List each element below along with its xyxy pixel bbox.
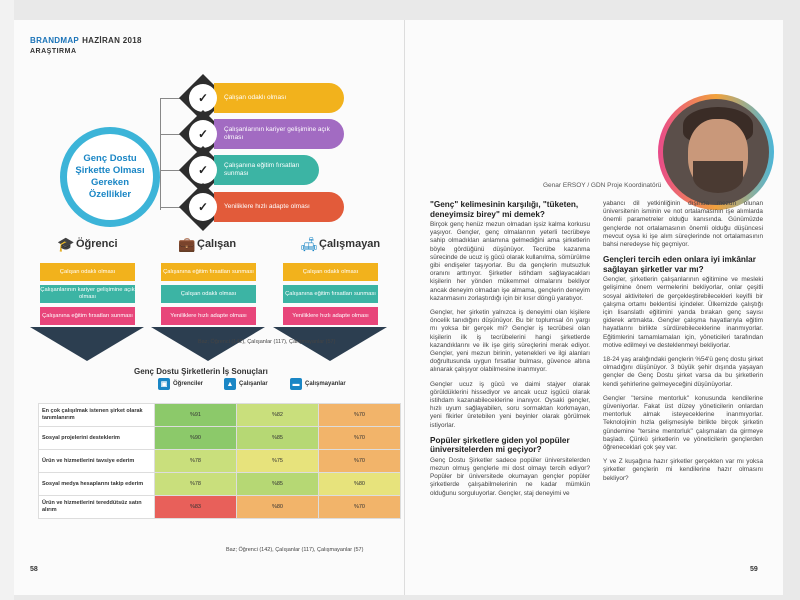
results-table: En çok çalışılmak istenen şirket olarak …: [38, 403, 401, 519]
portrait-photo: [658, 94, 774, 210]
heading-populer: Popüler şirketlere giden yol popüler üni…: [430, 435, 570, 455]
hero-title-circle: Genç Dostu Şirkette Olması Gereken Özell…: [60, 127, 160, 227]
row-label: En çok çalışılmak istenen şirket olarak …: [38, 403, 155, 427]
table-cell: %70: [318, 426, 401, 450]
check-icon: ✓: [189, 120, 217, 148]
table-note: Baz; Öğrenci (142), Çalışanlar (117), Ça…: [226, 547, 364, 553]
row-label: Ürün ve hizmetlerini tereddütsüz satın a…: [38, 495, 155, 519]
paragraph: Y ve Z kuşağına hazır şirketler gerçekte…: [603, 458, 763, 482]
check-icon: ✓: [189, 84, 217, 112]
briefcase-icon: ▣: [158, 378, 170, 390]
table-cell: %78: [154, 449, 237, 473]
group-tag: Çalışan odaklı olması: [283, 263, 378, 281]
down-arrow-shape: [273, 327, 387, 361]
heading-genc: "Genç" kelimesinin karşılığı, "tüketen, …: [430, 200, 579, 219]
paragraph: 18-24 yaş aralığındaki gençlerin %54'ü g…: [603, 356, 764, 388]
section-label: ARAŞTIRMA: [30, 48, 77, 55]
hero-item: Çalışanlarının kariyer gelişimine açık o…: [214, 119, 344, 149]
sofa-icon: ▬: [290, 378, 302, 390]
group-title: Öğrenci: [76, 238, 118, 250]
table-row: Sosyal medya hesaplarını takip ederim %78…: [38, 472, 401, 496]
header-students: ▣ Öğrenciler: [158, 378, 203, 390]
group-tag: Yeniliklere hızlı adapte olması: [161, 307, 256, 325]
photo-caption: Genar ERSOY / GDN Proje Koordinatörü: [543, 182, 662, 189]
check-icon: ✓: [189, 156, 217, 184]
page-number-left: 58: [30, 566, 38, 573]
table-row: Sosyal projelerini desteklerim %90 %85 %70: [38, 426, 401, 450]
heading-gencleri: Gençleri tercih eden onlara iyi imkânlar…: [603, 255, 756, 274]
table-cell: %85: [236, 426, 319, 450]
graduate-icon: ▲: [224, 378, 236, 390]
table-row: En çok çalışılmak istenen şirket olarak …: [38, 403, 401, 427]
down-arrow-shape: [151, 327, 265, 361]
paragraph: Genç Dostu Şirketler sadece popüler üniv…: [430, 456, 590, 497]
row-label: Ürün ve hizmetlerini tavsiye ederim: [38, 449, 155, 473]
group-tag: Yeniliklere hızlı adapte olması: [283, 307, 378, 325]
table-cell: %83: [154, 495, 237, 519]
sofa-icon: 🛋: [300, 236, 318, 252]
hero-connector: [160, 98, 161, 210]
paragraph: Gençler, her şirketin yalnızca iş deneyi…: [430, 309, 590, 374]
text-column-1: "Genç" kelimesinin karşılığı, "tüketen, …: [430, 200, 590, 504]
paragraph: Gençler "tersine mentorluk" konusunda ke…: [603, 394, 763, 452]
table-cell: %90: [154, 426, 237, 450]
table-cell: %78: [154, 472, 237, 496]
group-tag: Çalışanlarının kariyer gelişimine açık o…: [40, 285, 135, 303]
paragraph: yabancı dil yetkinliğinin dışında mezun …: [603, 200, 763, 249]
paragraph: Birçok genç henüz mezun olmadan işsiz ka…: [430, 221, 590, 302]
table-cell: %91: [154, 403, 237, 427]
group-tag: Çalışan odaklı olması: [40, 263, 135, 281]
base-note: Baz; Öğrenci (142), Çalışanlar (117), Ça…: [198, 339, 336, 345]
paragraph: Gençler, şirketlerin çalışanlarının eğit…: [603, 276, 763, 349]
paragraph: Gençler ucuz iş gücü ve daimi stajyer ol…: [430, 380, 590, 429]
brand-logo: BRANDMAP HAZİRAN 2018: [30, 36, 142, 45]
row-label: Sosyal projelerini desteklerim: [38, 426, 155, 450]
table-title: Genç Dostu Şirketlerin İş Sonuçları: [134, 367, 268, 376]
group-tag: Çalışan odaklı olması: [161, 285, 256, 303]
header-employees: ▲ Çalışanlar: [224, 378, 268, 390]
table-cell: %82: [236, 403, 319, 427]
table-row: Ürün ve hizmetlerini tavsiye ederim %78 %7…: [38, 449, 401, 473]
page-number-right: 59: [750, 566, 758, 573]
table-cell: %70: [318, 449, 401, 473]
table-cell: %85: [236, 472, 319, 496]
table-cell: %80: [318, 472, 401, 496]
group-title: Çalışmayan: [319, 238, 381, 250]
group-tag: Çalışanına eğitim fırsatları sunması: [161, 263, 256, 281]
group-title: Çalışan: [197, 238, 237, 250]
check-icon: ✓: [189, 193, 217, 221]
down-arrow-shape: [30, 327, 144, 361]
graduate-icon: 🎓: [57, 236, 75, 252]
row-label: Sosyal medya hesaplarını takip ederim: [38, 472, 155, 496]
header-unemployed: ▬ Çalışmayanlar: [290, 378, 346, 390]
table-cell: %70: [318, 495, 401, 519]
table-cell: %80: [236, 495, 319, 519]
group-tag: Çalışanına eğitim fırsatları sunması: [283, 285, 378, 303]
text-column-2: yabancı dil yetkinliğinin dışında mezun …: [603, 200, 763, 489]
hero-item: Çalışanına eğitim fırsatları sunması: [214, 155, 319, 185]
table-cell: %75: [236, 449, 319, 473]
briefcase-icon: 💼: [178, 236, 196, 252]
hero-item: Çalışan odaklı olması: [214, 83, 344, 113]
table-row: Ürün ve hizmetlerini tereddütsüz satın a…: [38, 495, 401, 519]
group-tag: Çalışanına eğitim fırsatları sunması: [40, 307, 135, 325]
hero-item: Yeniliklere hızlı adapte olması: [214, 192, 344, 222]
table-cell: %70: [318, 403, 401, 427]
